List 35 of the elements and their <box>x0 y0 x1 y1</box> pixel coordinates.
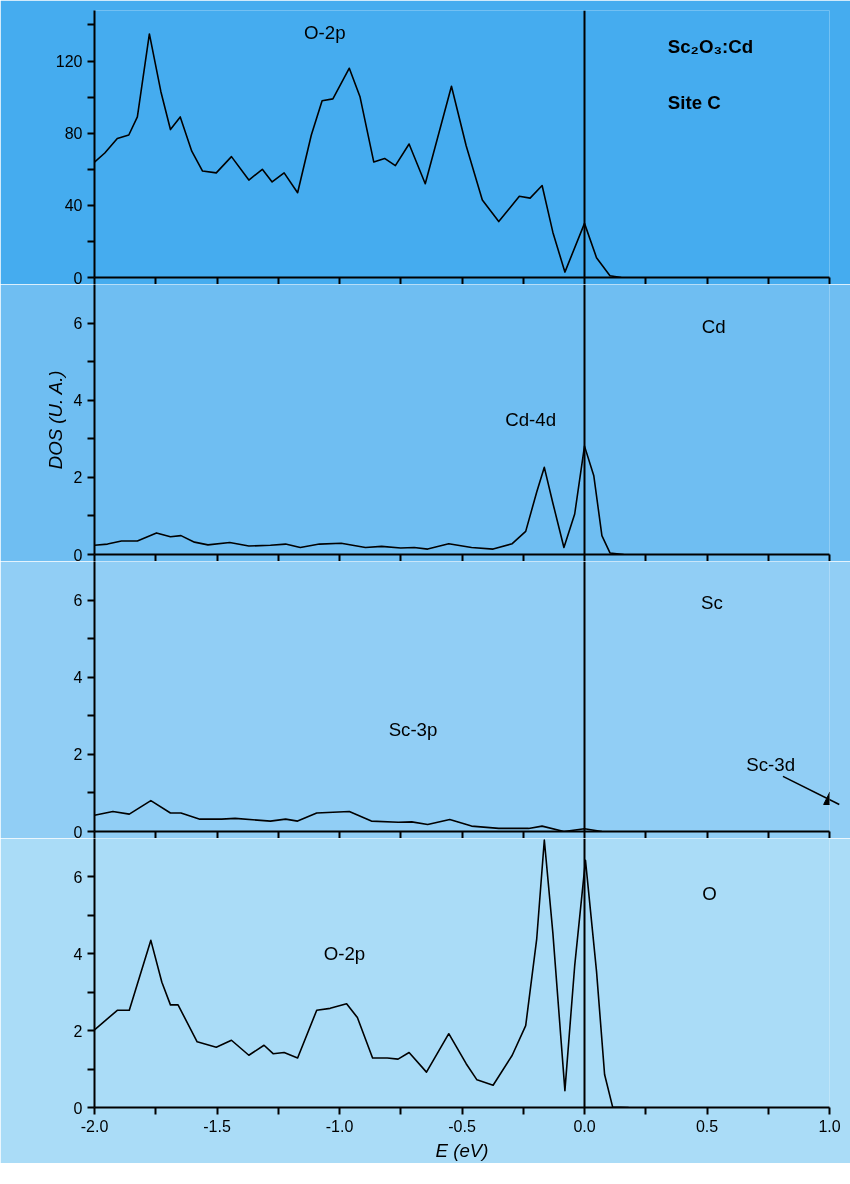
y-tick-label: 6 <box>73 592 83 610</box>
y-axis-title: DOS (U. A.) <box>44 370 66 470</box>
annotation: Cd <box>701 316 726 338</box>
x-tick-label: -1.5 <box>203 1117 231 1135</box>
y-tick-label: 4 <box>73 945 83 963</box>
y-tick-label: 80 <box>64 125 83 143</box>
y-tick-label: 6 <box>73 868 83 886</box>
annotation: Site C <box>667 92 721 114</box>
x-tick-label: 0.0 <box>573 1117 596 1135</box>
y-tick-label: 0 <box>73 269 83 287</box>
y-tick-label: 120 <box>55 53 83 71</box>
y-tick-label: 0 <box>73 546 83 564</box>
y-tick-label: 2 <box>73 469 83 487</box>
y-tick-label: 4 <box>73 669 83 687</box>
annotation: O-2p <box>323 943 366 965</box>
y-tick-label: 6 <box>73 315 83 333</box>
y-tick-label: 0 <box>73 823 83 841</box>
y-tick-label: 2 <box>73 746 83 764</box>
x-axis-title: E (eV) <box>435 1139 489 1161</box>
annotation: Sc-3d <box>746 753 796 775</box>
annotation: O <box>702 882 717 904</box>
annotation: O-2p <box>304 21 346 43</box>
annotation: Sc <box>701 591 723 613</box>
y-tick-label: 4 <box>73 392 83 410</box>
x-tick-label: 1.0 <box>818 1117 841 1135</box>
x-tick-label: -0.5 <box>448 1117 476 1135</box>
annotation: Cd-4d <box>505 409 557 430</box>
y-tick-label: 40 <box>64 197 83 215</box>
y-tick-label: 2 <box>73 1022 83 1040</box>
annotation: Sc-3p <box>388 718 438 740</box>
x-tick-label: 0.5 <box>695 1117 719 1135</box>
x-tick-label: -1.0 <box>325 1117 354 1135</box>
y-tick-label: 0 <box>73 1099 83 1117</box>
x-tick-label: -2.0 <box>80 1117 109 1135</box>
annotation: Sc₂O₃:Cd <box>667 36 754 58</box>
